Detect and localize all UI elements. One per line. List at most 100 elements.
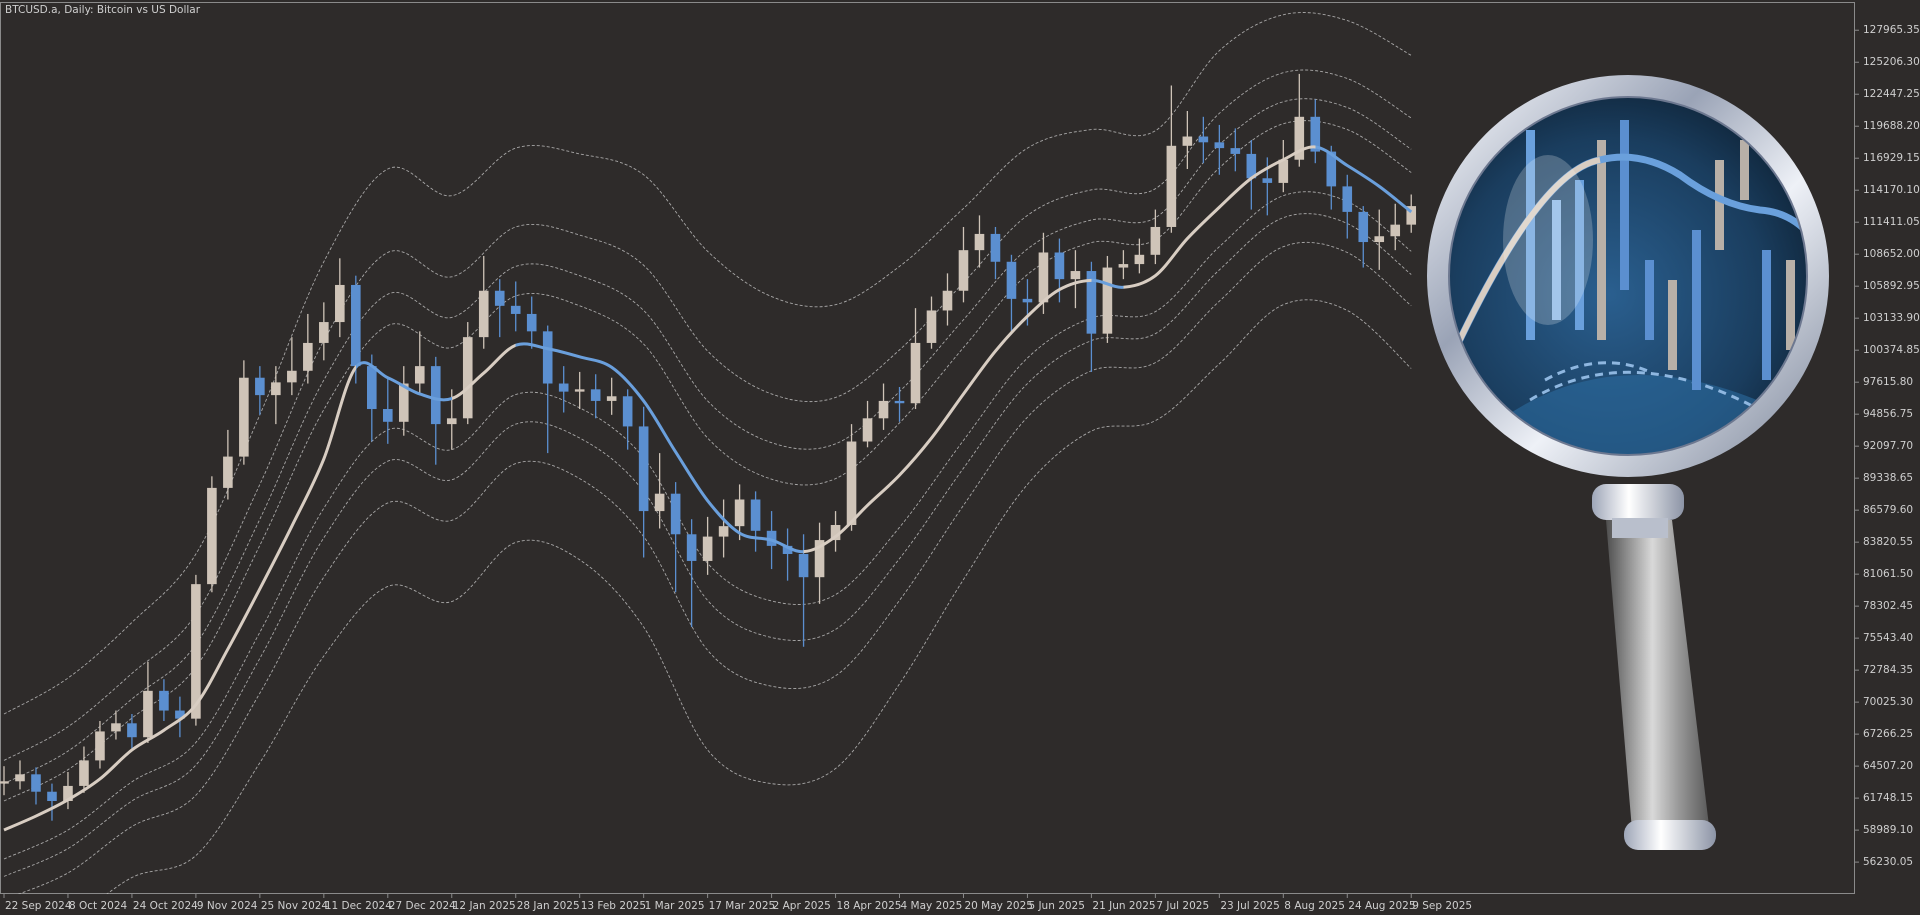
x-tick-label: 12 Jan 2025 bbox=[453, 900, 516, 912]
candle-body bbox=[398, 383, 409, 422]
candle-body bbox=[974, 233, 985, 251]
y-tick-label: 72784.35 bbox=[1863, 664, 1913, 676]
candle-body bbox=[191, 584, 201, 719]
y-tick-label: 92097.70 bbox=[1863, 440, 1913, 452]
x-tick-label: 24 Aug 2025 bbox=[1348, 900, 1415, 912]
candle-body bbox=[798, 553, 809, 578]
lens-line bbox=[1452, 157, 1601, 352]
candle-body bbox=[1038, 252, 1049, 303]
y-tick-label: 89338.65 bbox=[1863, 472, 1913, 484]
x-tick-label: 28 Jan 2025 bbox=[517, 900, 580, 912]
candle-body bbox=[1198, 136, 1209, 143]
ma-line bbox=[3, 145, 1413, 832]
y-tick-label: 122447.25 bbox=[1863, 88, 1920, 100]
candle-body bbox=[558, 383, 569, 392]
candle-body bbox=[654, 493, 665, 512]
y-tick-label: 58989.10 bbox=[1863, 824, 1913, 836]
lens-candle bbox=[1786, 260, 1795, 350]
candle-body bbox=[878, 400, 889, 419]
band-line bbox=[3, 120, 1412, 802]
candle-body bbox=[494, 290, 505, 306]
candle-body bbox=[1150, 226, 1161, 255]
y-tick-label: 125206.30 bbox=[1863, 56, 1920, 68]
candle-body bbox=[478, 290, 489, 338]
candle-body bbox=[942, 290, 953, 311]
candle-body bbox=[1326, 151, 1337, 187]
lens-dash bbox=[1529, 370, 1761, 412]
lens-candle bbox=[1692, 230, 1701, 390]
candle-body bbox=[1054, 252, 1065, 280]
y-tick-label: 111411.05 bbox=[1863, 216, 1920, 228]
x-tick-label: 1 Mar 2025 bbox=[645, 900, 705, 912]
x-tick-label: 4 May 2025 bbox=[901, 900, 963, 912]
y-tick-label: 83820.55 bbox=[1863, 536, 1913, 548]
candle-body bbox=[830, 525, 841, 541]
candle-body bbox=[414, 366, 425, 384]
candle-body bbox=[622, 396, 633, 427]
y-tick-label: 127965.35 bbox=[1863, 24, 1920, 36]
x-tick-label: 22 Sep 2024 bbox=[5, 900, 72, 912]
x-tick-label: 17 Mar 2025 bbox=[709, 900, 776, 912]
lens-candle bbox=[1597, 140, 1606, 340]
candle-body bbox=[846, 441, 857, 526]
y-tick-label: 114170.10 bbox=[1863, 184, 1920, 196]
candle-body bbox=[510, 305, 521, 314]
x-tick-label: 9 Sep 2025 bbox=[1412, 900, 1472, 912]
candle-body bbox=[1246, 153, 1257, 179]
magnifier-handle bbox=[1606, 520, 1709, 830]
band-line bbox=[106, 299, 1412, 894]
band-line bbox=[3, 12, 1412, 715]
lens-candle bbox=[1552, 200, 1561, 320]
candle-body bbox=[1390, 224, 1401, 237]
candle-body bbox=[1278, 159, 1289, 183]
candle-body bbox=[303, 342, 313, 371]
candle-body bbox=[958, 250, 969, 291]
x-tick-label: 21 Jun 2025 bbox=[1092, 900, 1155, 912]
candle-body bbox=[766, 530, 777, 546]
candle-body bbox=[1070, 271, 1081, 280]
band-line bbox=[3, 98, 1412, 785]
candle-body bbox=[287, 370, 297, 383]
lens-candle bbox=[1762, 250, 1771, 380]
x-tick-label: 23 Jul 2025 bbox=[1220, 900, 1279, 912]
candle-body bbox=[1134, 254, 1145, 265]
candle-body bbox=[1342, 186, 1353, 212]
magnifier-ring-inner bbox=[1448, 96, 1808, 456]
candle-body bbox=[47, 791, 57, 801]
candle-body bbox=[319, 322, 329, 343]
y-tick-label: 75543.40 bbox=[1863, 632, 1913, 644]
magnifier-neck bbox=[1612, 518, 1668, 538]
candle-body bbox=[111, 723, 121, 732]
candle-body bbox=[1374, 236, 1385, 243]
candle-body bbox=[814, 540, 825, 578]
y-tick-label: 81061.50 bbox=[1863, 568, 1913, 580]
y-tick-label: 100374.85 bbox=[1863, 344, 1920, 356]
x-tick-label: 7 Jul 2025 bbox=[1156, 900, 1209, 912]
candle-body bbox=[207, 487, 217, 585]
candle-body bbox=[0, 781, 9, 784]
candle-body bbox=[542, 331, 553, 384]
lens-candle bbox=[1668, 280, 1677, 370]
candle-body bbox=[239, 377, 249, 457]
plot-frame bbox=[0, 2, 1855, 894]
x-tick-label: 20 May 2025 bbox=[964, 900, 1032, 912]
x-tick-label: 27 Dec 2024 bbox=[389, 900, 456, 912]
candle-body bbox=[31, 774, 41, 792]
band-line bbox=[3, 69, 1412, 761]
candle-body bbox=[1262, 178, 1273, 183]
magnifier-collar bbox=[1592, 484, 1684, 520]
candle-body bbox=[1214, 142, 1225, 149]
x-tick-label: 8 Aug 2025 bbox=[1284, 900, 1345, 912]
candle-body bbox=[910, 342, 921, 404]
candle-body bbox=[782, 545, 793, 554]
candle-body bbox=[127, 723, 137, 738]
bands bbox=[3, 12, 1412, 894]
candle-body bbox=[95, 731, 105, 761]
candle-body bbox=[686, 534, 697, 561]
x-tick-label: 25 Nov 2024 bbox=[261, 900, 329, 912]
candle-body bbox=[223, 456, 233, 488]
lens-glare bbox=[1503, 155, 1593, 325]
x-tick-label: 9 Nov 2024 bbox=[197, 900, 258, 912]
